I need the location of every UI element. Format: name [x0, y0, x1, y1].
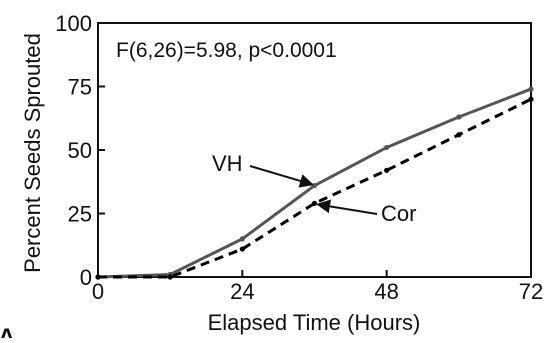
series-label-cor: Cor [381, 201, 416, 226]
series-layer [95, 86, 534, 280]
x-axis-title: Elapsed Time (Hours) [208, 310, 421, 335]
data-point-cor [95, 274, 101, 280]
annotation-layer: VH Cor [212, 151, 416, 226]
data-point-cor [456, 132, 462, 138]
ticks-layer: 0 24 48 72 0 25 50 75 100 [55, 11, 543, 304]
y-tick-label: 25 [68, 202, 92, 227]
data-point-vh [456, 114, 462, 120]
arrow-cor [316, 199, 378, 215]
x-tick-label: 48 [374, 279, 398, 304]
data-point-vh [384, 144, 390, 151]
y-tick-label: 0 [80, 265, 92, 290]
data-point-vh [239, 236, 245, 242]
x-tick-label: 0 [92, 279, 104, 304]
series-label-vh: VH [212, 151, 243, 176]
data-point-cor [528, 96, 534, 102]
data-point-cor [167, 274, 173, 280]
y-tick-label: 75 [68, 75, 92, 100]
data-point-cor [239, 246, 245, 252]
y-tick-label: 100 [55, 11, 92, 36]
data-point-vh [528, 86, 534, 92]
stat-annotation: F(6,26)=5.98, p<0.0001 [116, 39, 337, 62]
data-point-cor [384, 167, 390, 173]
data-point-cor [311, 200, 318, 206]
y-tick-label: 50 [68, 138, 92, 163]
x-tick-label: 24 [230, 279, 254, 304]
arrow-vh [249, 165, 314, 188]
panel-letter: A [0, 324, 15, 338]
x-tick-label: 72 [519, 279, 543, 304]
y-axis-title: Percent Seeds Sprouted [20, 33, 45, 273]
